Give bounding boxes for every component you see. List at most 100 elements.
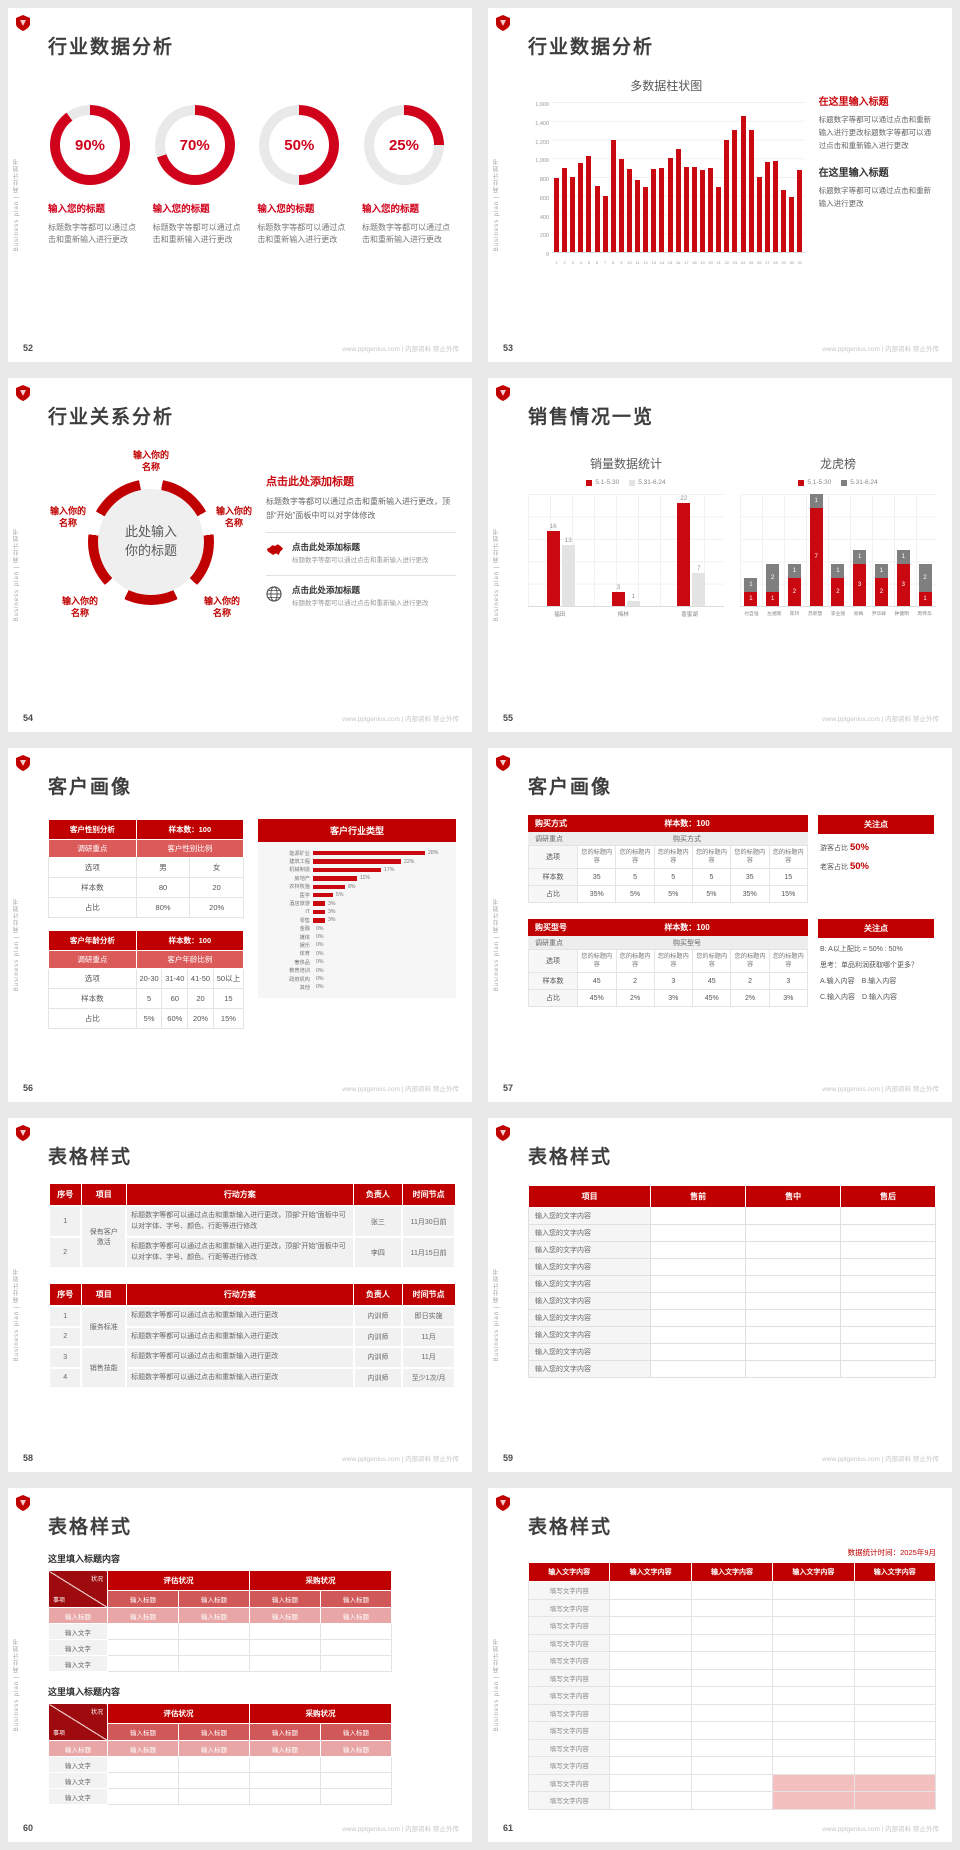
table-cell bbox=[609, 1738, 692, 1757]
x-axis-tick: 1 bbox=[555, 260, 558, 265]
chart-bar bbox=[313, 884, 345, 889]
page-number: 52 bbox=[23, 343, 34, 353]
table-row: 序号 项目 行动方案 负责人 时间节点 bbox=[48, 1283, 456, 1307]
table-cell: 输入您的文字内容 bbox=[527, 1360, 652, 1378]
hbar-value: 17% bbox=[384, 866, 395, 873]
chart-bar bbox=[626, 601, 640, 606]
page-title: 销售情况一览 bbox=[528, 407, 655, 428]
table-header-cell: 样本数：100 bbox=[135, 819, 245, 840]
slide-61[interactable]: Business plan | 商业计划书 表格样式 数据统计时间：2025年9… bbox=[488, 1488, 952, 1842]
slide-58[interactable]: Business plan | 商业计划书 表格样式 序号 项目 行动方案 负责人 时间… bbox=[8, 1118, 472, 1472]
sales-stage-table: 项目 售前 售中 售后 输入您的文字内容 输入您的文字内容 输入您的文字内容 输入您的文字内容… bbox=[527, 1185, 936, 1378]
x-axis-tick: 21 bbox=[716, 260, 721, 265]
shield-logo-icon bbox=[496, 755, 510, 771]
table-cell bbox=[772, 1598, 855, 1617]
slide-52[interactable]: Business plan | 商业计划书 行业数据分析 90% 输入您的标题 标题… bbox=[8, 8, 472, 362]
hbar-label: IT bbox=[305, 908, 310, 915]
table-cell: 您的标题内容 bbox=[653, 949, 693, 974]
chart-bar bbox=[756, 177, 762, 252]
kpi-desc: 标题数字等都可以通过点击和重新输入进行更改 bbox=[361, 223, 450, 245]
table-cell: 5 bbox=[615, 868, 655, 887]
table-cell bbox=[249, 1772, 321, 1789]
table-row: 输入文字 bbox=[48, 1788, 392, 1805]
table-row: 填写文字内容 bbox=[527, 1651, 937, 1670]
slide-57[interactable]: Business plan | 商业计划书 客户画像 购买方式 样本数：100 调研… bbox=[488, 748, 952, 1102]
table-cell: 内训师 bbox=[352, 1325, 404, 1348]
table-cell bbox=[840, 1343, 936, 1361]
slide-60[interactable]: Business plan | 商业计划书 表格样式 这里填入标题内容 状况 事项评… bbox=[8, 1488, 472, 1842]
table-cell bbox=[178, 1655, 250, 1672]
hbar-value: 11% bbox=[360, 875, 370, 882]
table-cell: 选项 bbox=[48, 857, 137, 878]
x-axis-tick: 钟健明 bbox=[894, 612, 909, 617]
table-row: 调研重点 客户年龄比例 bbox=[48, 950, 245, 969]
table-cell: 5% bbox=[691, 885, 732, 904]
table-row: 填写文字内容 bbox=[527, 1756, 937, 1775]
table-cell: 35 bbox=[730, 868, 770, 887]
slide-53[interactable]: Business plan | 商业计划书 行业数据分析 多数据柱状图 1,60… bbox=[488, 8, 952, 362]
plot-area: 能源矿业 28% 建筑工程 22% 机械制造 17% 房地产 11% 农林牧渔 8% 医学 5% 酒店旅… bbox=[258, 842, 456, 998]
callout-body: 游客占比 50% 老客占比 50% bbox=[818, 834, 934, 887]
group-cell: 保有客户激活 bbox=[80, 1205, 128, 1269]
chart-bar bbox=[699, 169, 705, 252]
table-cell bbox=[650, 1343, 747, 1361]
x-axis-tick: 2 bbox=[563, 260, 566, 265]
table-cell: 20 bbox=[187, 988, 214, 1009]
table-header-cell: 输入文字内容 bbox=[853, 1562, 937, 1582]
table-cell: 填写文字内容 bbox=[527, 1633, 611, 1652]
table-cell: 15 bbox=[768, 868, 808, 887]
chart-bar bbox=[708, 167, 714, 252]
kpi-title: 输入您的标题 bbox=[152, 204, 210, 215]
table-cell: 您的标题内容 bbox=[730, 844, 770, 870]
diagonal-header-cell: 状况 事项 bbox=[48, 1570, 108, 1608]
table-cell: 5% bbox=[135, 1008, 163, 1029]
slide-59[interactable]: Business plan | 商业计划书 表格样式 项目 售前 售中 售后 输入您的文… bbox=[488, 1118, 952, 1472]
table-cell: 您的标题内容 bbox=[653, 844, 693, 870]
stack-segment: 2 bbox=[766, 564, 780, 592]
table-cell bbox=[107, 1756, 179, 1773]
chart-bar bbox=[659, 167, 665, 252]
callout-heading-2: 在这里输入标题 bbox=[818, 168, 889, 180]
table-row: 输入您的文字内容 bbox=[527, 1326, 936, 1344]
slide-footer: www.pptgenius.com | 内部资料 禁止外传 bbox=[822, 1826, 939, 1833]
ring-segments: 此处输入你的标题 bbox=[88, 479, 214, 605]
stack-segment: 1 bbox=[744, 578, 758, 592]
hbar-label: 娱乐 bbox=[299, 942, 310, 949]
table-row: 填写文字内容 bbox=[527, 1721, 937, 1740]
kpi-desc: 标题数字等都可以通过点击和重新输入进行更改 bbox=[152, 223, 241, 245]
table-row: 选项 您的标题内容 您的标题内容 您的标题内容 您的标题内容 您的标题内容 您的标题内容 bbox=[528, 949, 809, 974]
table-cell: 内训师 bbox=[352, 1346, 404, 1369]
shield-logo-icon bbox=[16, 755, 30, 771]
table-cell bbox=[853, 1791, 937, 1810]
slide-54[interactable]: Business plan | 商业计划书 行业关系分析 此处输入你的标题 输入… bbox=[8, 378, 472, 732]
table-cell bbox=[609, 1721, 692, 1740]
legend-item: 5.31-6.24 bbox=[841, 479, 878, 486]
donut-percent-label: 25% bbox=[388, 136, 419, 154]
stack-segment: 2 bbox=[787, 578, 801, 606]
table-cell bbox=[690, 1756, 774, 1775]
slide-55[interactable]: Business plan | 商业计划书 销售情况一览 销量数据统计 5.1-… bbox=[488, 378, 952, 732]
table-cell bbox=[609, 1773, 692, 1792]
callout-line: 游客占比 50% bbox=[820, 842, 869, 853]
chart-bar bbox=[313, 850, 425, 856]
table-row: 填写文字内容 bbox=[527, 1773, 937, 1792]
hbar-row: 建筑工程 22% bbox=[264, 857, 450, 866]
table-cell bbox=[178, 1639, 250, 1656]
y-axis-tick: 1,200 bbox=[535, 139, 549, 146]
feature-item: 点击此处添加标题 标题数字等都可以通过点击和重新输入进行更改 bbox=[266, 532, 456, 566]
slide-footer: www.pptgenius.com | 内部资料 禁止外传 bbox=[822, 1086, 939, 1093]
x-axis-tick: 易梅 bbox=[853, 612, 864, 617]
table-cell bbox=[107, 1623, 179, 1640]
hbar-label: 房地产 bbox=[294, 875, 310, 882]
table-cell: 填写文字内容 bbox=[527, 1686, 611, 1705]
table-cell: 2% bbox=[730, 989, 770, 1008]
table-row: 输入文字 bbox=[48, 1639, 392, 1656]
action-plan-table: 序号 项目 行动方案 负责人 时间节点 1 服务标准 标题数字等都可以通过点击和重新输入进行更… bbox=[47, 1283, 456, 1389]
chart-bar bbox=[651, 168, 657, 252]
sidebar-caption: Business plan | 商业计划书 bbox=[14, 1268, 20, 1362]
table-cell: 20% bbox=[189, 897, 244, 918]
slide-56[interactable]: Business plan | 商业计划书 客户画像 客户性别分析 样本数：100… bbox=[8, 748, 472, 1102]
page-number: 54 bbox=[23, 713, 34, 723]
